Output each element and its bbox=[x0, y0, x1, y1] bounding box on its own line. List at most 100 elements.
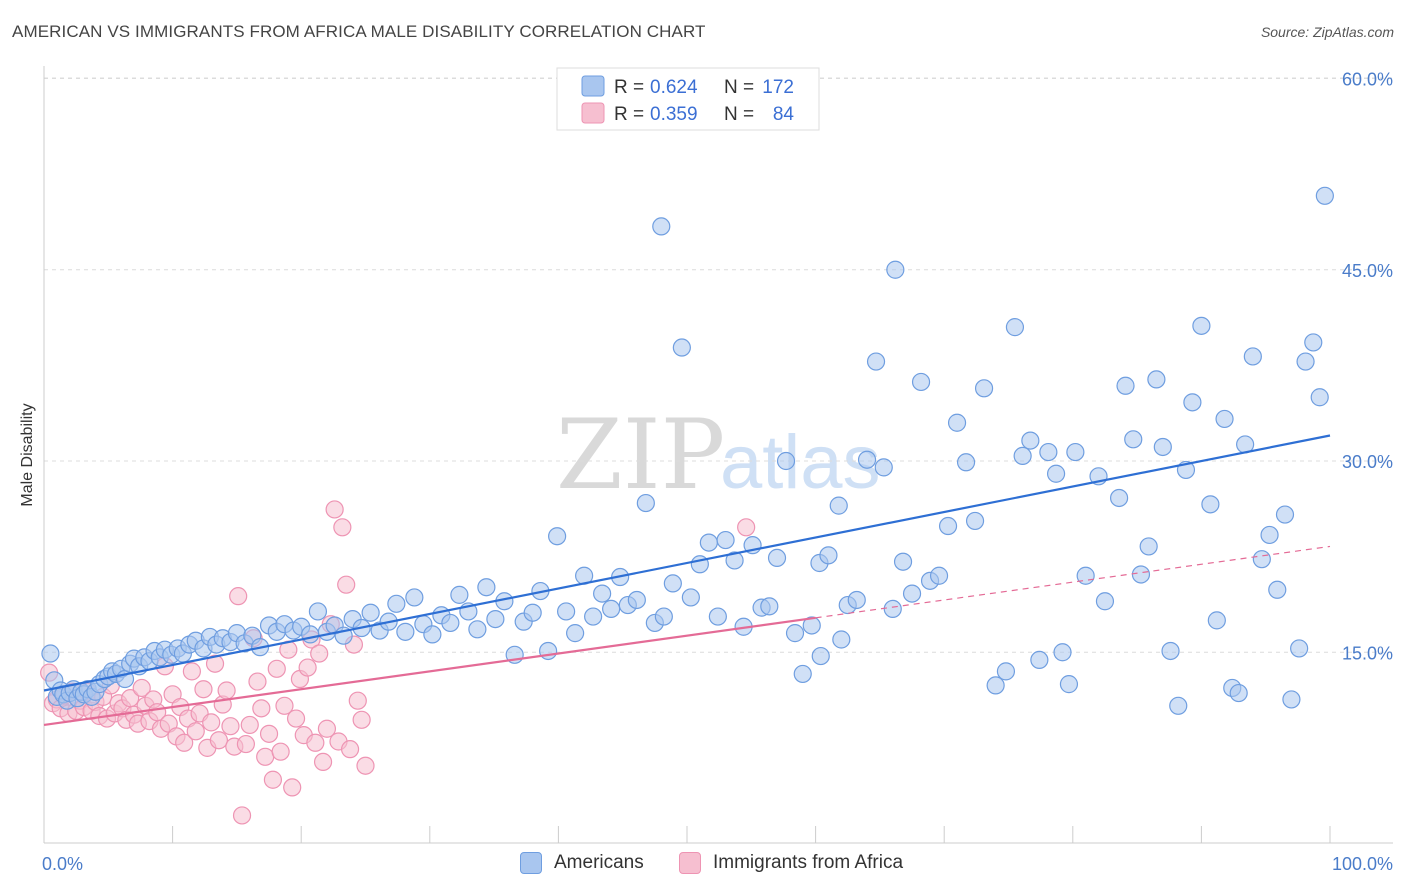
americans-point bbox=[938, 516, 958, 536]
americans-point bbox=[776, 451, 796, 471]
immigrants-point bbox=[267, 659, 286, 678]
americans-point bbox=[893, 552, 913, 571]
axes bbox=[43, 66, 1393, 844]
americans-point bbox=[548, 527, 567, 546]
immigrants-point bbox=[283, 778, 302, 797]
legend-r-label-1: R = bbox=[614, 77, 644, 98]
legend-swatch-immigrants bbox=[581, 102, 605, 124]
americans-point bbox=[1109, 488, 1129, 508]
legend-r-label-2: R = bbox=[614, 104, 644, 125]
bottom-legend: Americans Immigrants from Africa bbox=[0, 852, 1406, 878]
immigrants-point bbox=[333, 518, 352, 537]
legend-n-label-1: N = bbox=[724, 77, 754, 98]
americans-label: Americans bbox=[554, 852, 644, 873]
immigrants-point bbox=[132, 678, 151, 698]
americans-point bbox=[1290, 639, 1309, 658]
bottom-legend-americans: Americans bbox=[520, 852, 644, 874]
americans-point bbox=[654, 607, 673, 626]
trendlines bbox=[43, 434, 1331, 727]
immigrants-point bbox=[275, 696, 294, 715]
immigrants-point bbox=[175, 733, 194, 752]
americans-point bbox=[793, 664, 812, 684]
americans-point bbox=[602, 599, 621, 619]
immigrants-point bbox=[209, 731, 228, 750]
americans-point bbox=[523, 603, 542, 622]
immigrants-point bbox=[248, 672, 267, 691]
americans-point bbox=[308, 602, 328, 621]
immigrants-trendline bbox=[43, 616, 816, 727]
americans-point bbox=[1095, 592, 1115, 611]
americans-point bbox=[1201, 495, 1220, 514]
americans-point bbox=[1124, 430, 1143, 449]
americans-point bbox=[396, 622, 415, 641]
americans-point bbox=[1161, 641, 1180, 661]
bottom-legend-immigrants: Immigrants from Africa bbox=[679, 852, 903, 874]
americans-point bbox=[477, 578, 496, 597]
americans-point bbox=[974, 379, 994, 398]
americans-swatch bbox=[520, 852, 542, 874]
americans-point bbox=[1207, 611, 1226, 630]
americans-point bbox=[760, 597, 779, 616]
americans-point bbox=[1304, 333, 1323, 352]
immigrants-point bbox=[340, 740, 360, 759]
immigrants-point bbox=[194, 680, 213, 699]
americans-point bbox=[1153, 437, 1172, 457]
americans-point bbox=[902, 584, 922, 603]
immigrants-point bbox=[356, 756, 375, 775]
americans-point bbox=[965, 511, 985, 531]
americans-point bbox=[829, 496, 848, 515]
immigrants-label: Immigrants from Africa bbox=[713, 852, 904, 873]
americans-point bbox=[1066, 442, 1085, 462]
legend-n-label-2: N = bbox=[724, 104, 754, 125]
americans-point bbox=[1131, 565, 1151, 584]
americans-point bbox=[1147, 370, 1166, 389]
americans-point bbox=[1243, 347, 1262, 366]
americans-point bbox=[557, 602, 576, 621]
americans-point bbox=[785, 624, 805, 643]
americans-point bbox=[1310, 388, 1329, 407]
americans-point bbox=[405, 588, 424, 607]
immigrants-point bbox=[256, 747, 275, 766]
immigrants-point bbox=[252, 699, 271, 718]
americans-point bbox=[811, 646, 830, 666]
watermark-atlas: atlas bbox=[720, 420, 881, 505]
americans-point bbox=[1039, 442, 1058, 462]
americans-point bbox=[539, 641, 558, 661]
immigrants-point bbox=[182, 662, 201, 681]
y-tick-label: 60.0% bbox=[1342, 70, 1393, 90]
immigrants-point bbox=[313, 752, 333, 772]
americans-point bbox=[1169, 696, 1188, 715]
americans-point bbox=[1282, 690, 1301, 709]
americans-point bbox=[423, 625, 442, 644]
immigrants-point bbox=[202, 713, 221, 732]
americans-point bbox=[716, 530, 735, 550]
americans-point bbox=[1053, 643, 1072, 662]
americans-point bbox=[1021, 431, 1040, 450]
americans-point bbox=[1183, 393, 1202, 412]
immigrants-swatch bbox=[679, 852, 701, 874]
americans-point bbox=[1005, 318, 1025, 337]
immigrants-point bbox=[298, 658, 317, 677]
americans-point bbox=[847, 590, 866, 610]
americans-trendline bbox=[43, 434, 1331, 692]
americans-point bbox=[584, 607, 603, 626]
immigrants-point bbox=[310, 644, 329, 663]
americans-point bbox=[468, 620, 487, 639]
americans-point bbox=[802, 616, 821, 635]
americans-point bbox=[996, 662, 1016, 681]
americans-point bbox=[441, 613, 460, 633]
americans-point bbox=[725, 551, 744, 570]
americans-point bbox=[1013, 446, 1032, 465]
x-tick-label-max: 100.0% bbox=[1332, 854, 1393, 874]
americans-point bbox=[819, 546, 838, 565]
americans-point bbox=[1139, 537, 1158, 556]
americans-point bbox=[387, 594, 406, 613]
legend-r-value-1: 0.624 bbox=[650, 77, 698, 98]
immigrants-point bbox=[348, 691, 367, 710]
americans-point bbox=[636, 493, 655, 513]
americans-point bbox=[866, 352, 886, 371]
americans-point bbox=[41, 644, 60, 663]
immigrants-point bbox=[352, 710, 371, 729]
immigrants-point bbox=[217, 681, 236, 700]
americans-point bbox=[886, 260, 905, 279]
